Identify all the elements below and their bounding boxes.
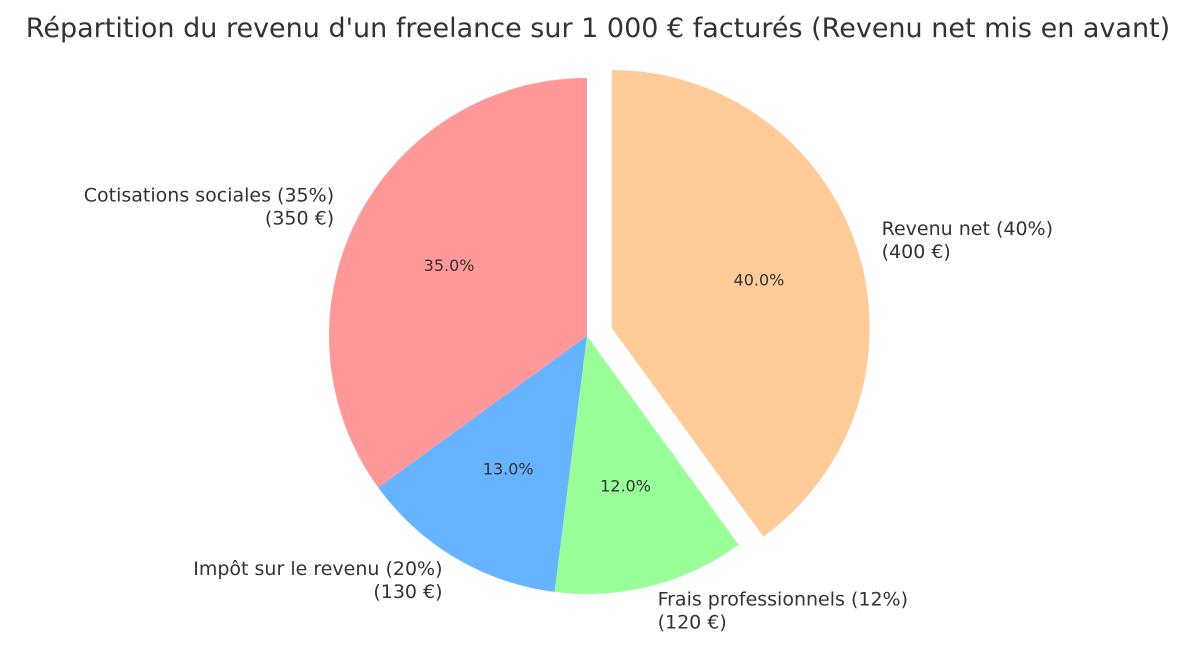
pie-slice-frais-professionnels <box>554 336 739 594</box>
pie-slice-cotisations-sociales <box>329 78 587 488</box>
pie-slice-revenu-net <box>611 69 870 537</box>
slice-label-impot-sur-le-revenu: Impôt sur le revenu (20%) (130 €) <box>193 558 442 603</box>
slice-label-line2: (400 €) <box>882 241 951 263</box>
pct-label-frais-professionnels: 12.0% <box>600 476 651 495</box>
slice-label-line1: Revenu net (40%) <box>882 218 1053 240</box>
pie-labels: 35.0% Cotisations sociales (35%) (350 €) 13… <box>84 185 1053 634</box>
slice-label-cotisations-sociales: Cotisations sociales (35%) (350 €) <box>84 185 334 230</box>
slice-label-revenu-net: Revenu net (40%) (400 €) <box>882 218 1053 263</box>
slice-label-frais-professionnels: Frais professionnels (12%) (120 €) <box>658 588 908 633</box>
pct-label-revenu-net: 40.0% <box>734 271 785 290</box>
slice-label-line2: (350 €) <box>265 208 334 230</box>
slice-label-line1: Impôt sur le revenu (20%) <box>193 558 442 580</box>
slice-label-line2: (120 €) <box>658 611 727 633</box>
pie-slices <box>329 69 870 594</box>
slice-label-line2: (130 €) <box>373 581 442 603</box>
chart-title: Répartition du revenu d'un freelance sur… <box>26 13 1170 44</box>
slice-label-line1: Cotisations sociales (35%) <box>84 185 334 207</box>
pct-label-impot-sur-le-revenu: 13.0% <box>483 460 534 479</box>
pct-label-cotisations-sociales: 35.0% <box>424 256 475 275</box>
slice-label-line1: Frais professionnels (12%) <box>658 588 908 610</box>
pie-slice-impot-sur-le-revenu <box>378 336 587 592</box>
